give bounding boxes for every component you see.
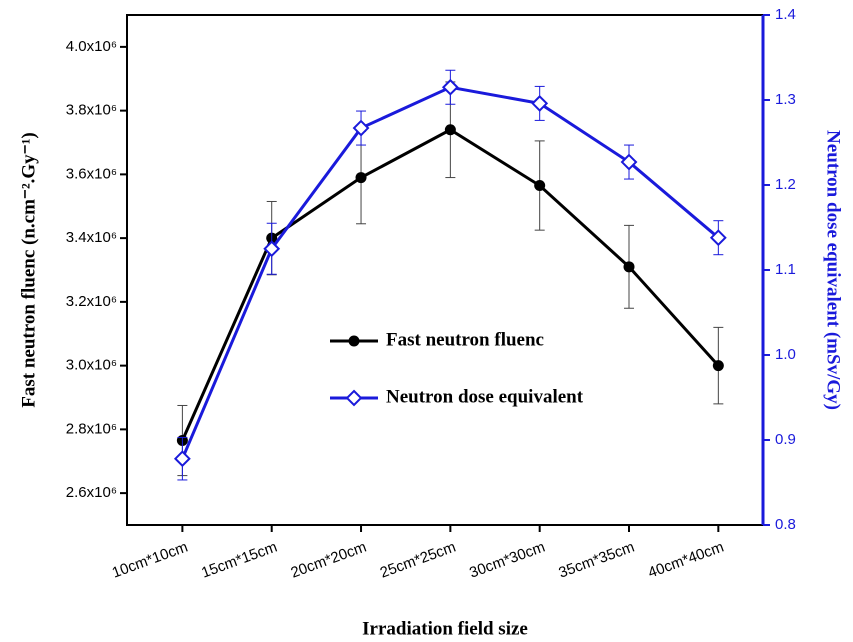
- marker: [709, 229, 727, 247]
- marker: [620, 153, 638, 171]
- x-axis-label: Irradiation field size: [362, 618, 528, 639]
- y2-tick-label: 1.0: [775, 346, 796, 363]
- y-tick-label: 2.8x10⁶: [66, 420, 117, 437]
- marker: [712, 360, 724, 372]
- y-tick-label: 3.6x10⁶: [66, 165, 117, 182]
- legend-marker: [345, 389, 363, 407]
- y-tick-label: 3.4x10⁶: [66, 229, 117, 246]
- y2-axis-label: Neutron dose equivalent (mSv/Gy): [823, 130, 844, 410]
- y2-tick-label: 0.9: [775, 431, 796, 448]
- x-tick-label: 15cm*15cm: [199, 539, 279, 582]
- y-tick-label: 2.6x10⁶: [66, 484, 117, 501]
- x-tick-label: 30cm*30cm: [467, 539, 547, 582]
- y-axis-label: Fast neutron fluenc (n.cm⁻².Gy⁻¹): [18, 132, 39, 407]
- marker: [444, 124, 456, 136]
- y2-tick-label: 1.2: [775, 176, 796, 193]
- marker: [531, 94, 549, 112]
- y-tick-label: 3.2x10⁶: [66, 293, 117, 310]
- x-tick-label: 10cm*10cm: [110, 539, 190, 582]
- y2-tick-label: 1.3: [775, 91, 796, 108]
- x-tick-label: 40cm*40cm: [646, 539, 726, 582]
- y2-tick-label: 1.4: [775, 6, 796, 23]
- y2-tick-label: 1.1: [775, 261, 796, 278]
- y-tick-label: 4.0x10⁶: [66, 38, 117, 55]
- marker: [534, 180, 546, 192]
- legend-label: Fast neutron fluenc: [386, 329, 544, 350]
- marker: [173, 450, 191, 468]
- x-tick-label: 25cm*25cm: [378, 539, 458, 582]
- x-tick-label: 20cm*20cm: [289, 539, 369, 582]
- y2-tick-label: 0.8: [775, 516, 796, 533]
- marker: [355, 172, 367, 184]
- y-tick-label: 3.8x10⁶: [66, 102, 117, 119]
- marker: [263, 240, 281, 258]
- marker: [623, 261, 635, 273]
- marker: [441, 78, 459, 96]
- legend-label: Neutron dose equivalent: [386, 386, 584, 407]
- plot-frame: [126, 14, 764, 526]
- legend-marker: [348, 335, 360, 347]
- y-tick-label: 3.0x10⁶: [66, 357, 117, 374]
- x-tick-label: 35cm*35cm: [556, 539, 636, 582]
- marker: [352, 119, 370, 137]
